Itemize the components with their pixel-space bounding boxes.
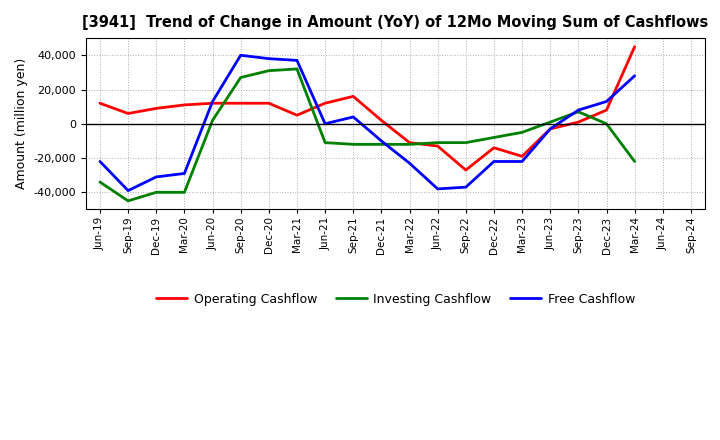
Free Cashflow [546,126,554,132]
Free Cashflow [208,99,217,104]
Investing Cashflow [630,159,639,164]
Operating Cashflow [236,101,245,106]
Investing Cashflow [518,130,526,135]
Investing Cashflow [377,142,386,147]
Investing Cashflow [208,118,217,123]
Free Cashflow [433,186,442,191]
Investing Cashflow [405,142,414,147]
Free Cashflow [264,56,273,61]
Investing Cashflow [349,142,358,147]
Operating Cashflow [96,101,104,106]
Operating Cashflow [377,118,386,123]
Operating Cashflow [546,126,554,132]
Investing Cashflow [264,68,273,73]
Operating Cashflow [518,154,526,159]
Investing Cashflow [180,190,189,195]
Operating Cashflow [602,107,611,113]
Free Cashflow [602,99,611,104]
Y-axis label: Amount (million yen): Amount (million yen) [15,58,28,189]
Operating Cashflow [630,44,639,49]
Free Cashflow [630,73,639,78]
Free Cashflow [377,138,386,143]
Free Cashflow [152,174,161,180]
Free Cashflow [574,107,582,113]
Investing Cashflow [433,140,442,145]
Operating Cashflow [208,101,217,106]
Operating Cashflow [292,113,301,118]
Investing Cashflow [321,140,330,145]
Free Cashflow [321,121,330,126]
Investing Cashflow [96,180,104,185]
Free Cashflow [292,58,301,63]
Investing Cashflow [236,75,245,80]
Investing Cashflow [574,109,582,114]
Line: Free Cashflow: Free Cashflow [100,55,634,191]
Line: Investing Cashflow: Investing Cashflow [100,69,634,201]
Free Cashflow [236,53,245,58]
Investing Cashflow [292,66,301,72]
Operating Cashflow [180,102,189,107]
Operating Cashflow [321,101,330,106]
Investing Cashflow [490,135,498,140]
Operating Cashflow [490,145,498,150]
Investing Cashflow [602,121,611,126]
Free Cashflow [180,171,189,176]
Operating Cashflow [124,111,132,116]
Operating Cashflow [349,94,358,99]
Free Cashflow [462,184,470,190]
Operating Cashflow [462,167,470,172]
Operating Cashflow [152,106,161,111]
Operating Cashflow [264,101,273,106]
Operating Cashflow [405,140,414,145]
Free Cashflow [405,161,414,166]
Free Cashflow [124,188,132,193]
Line: Operating Cashflow: Operating Cashflow [100,47,634,170]
Investing Cashflow [152,190,161,195]
Free Cashflow [490,159,498,164]
Title: [3941]  Trend of Change in Amount (YoY) of 12Mo Moving Sum of Cashflows: [3941] Trend of Change in Amount (YoY) o… [82,15,708,30]
Free Cashflow [518,159,526,164]
Investing Cashflow [124,198,132,204]
Investing Cashflow [546,119,554,125]
Free Cashflow [349,114,358,120]
Free Cashflow [96,159,104,164]
Investing Cashflow [462,140,470,145]
Legend: Operating Cashflow, Investing Cashflow, Free Cashflow: Operating Cashflow, Investing Cashflow, … [151,288,640,311]
Operating Cashflow [574,119,582,125]
Operating Cashflow [433,143,442,149]
